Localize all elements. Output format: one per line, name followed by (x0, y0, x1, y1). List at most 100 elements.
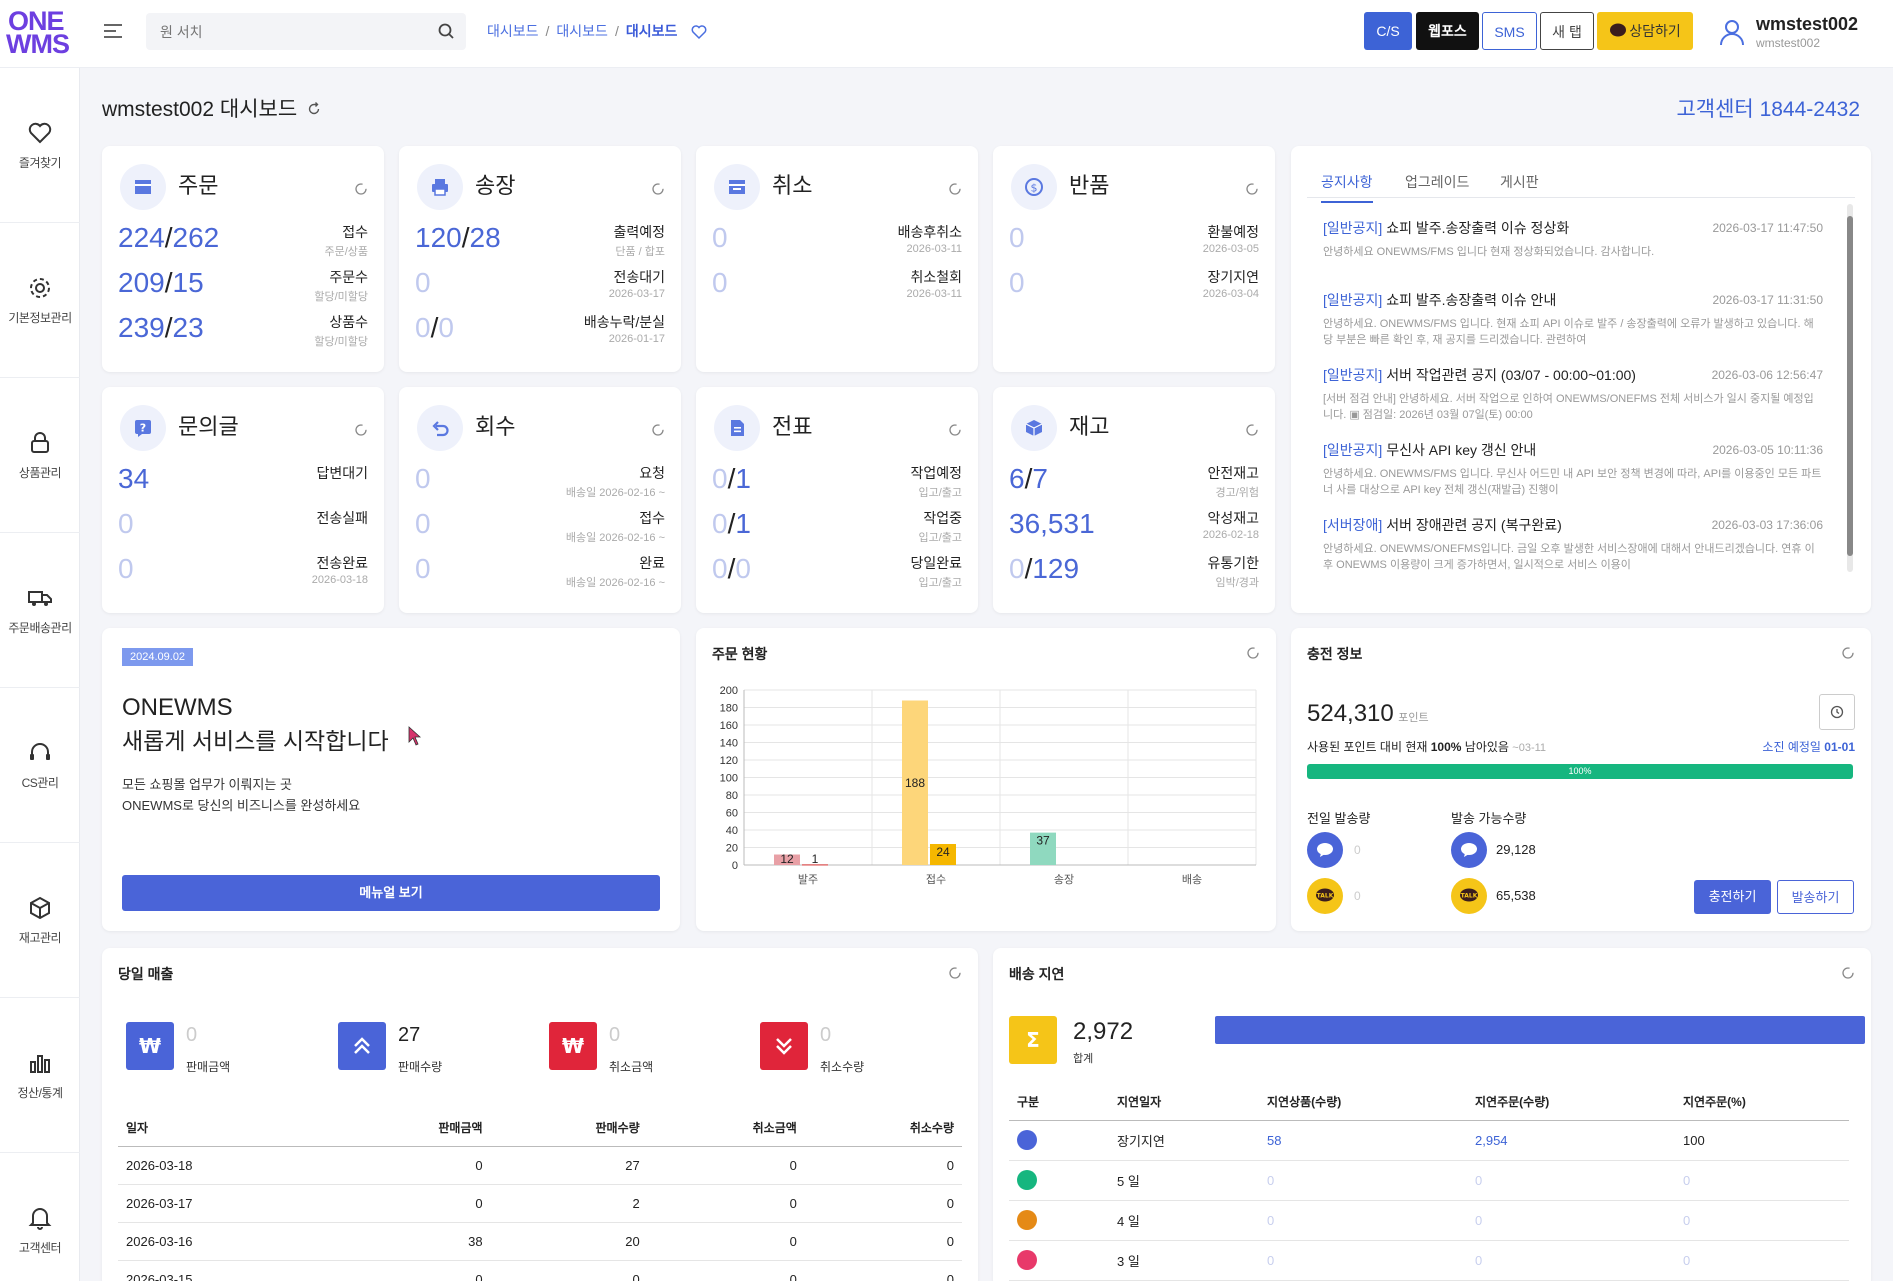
stat-label: 유통기한 (1207, 555, 1259, 571)
cancel-row-withdraw[interactable]: 0 취소철회 2026-03-11 (712, 267, 962, 311)
inquiry-row-failed[interactable]: 0 전송실패 (118, 508, 368, 552)
refresh-icon[interactable] (354, 182, 368, 196)
stat-value: 0 (1009, 222, 1025, 253)
order-icon (120, 164, 166, 210)
refresh-icon[interactable] (651, 423, 665, 437)
stock-row-safety[interactable]: 6/7 안전재고 경고/위험 (1009, 463, 1259, 499)
refresh-icon[interactable] (948, 182, 962, 196)
slip-row-done[interactable]: 0/0 당일완료 입고/출고 (712, 553, 962, 589)
tab-upgrade[interactable]: 업그레이드 (1405, 174, 1470, 190)
cs-button[interactable]: C/S (1364, 12, 1412, 50)
refresh-icon[interactable] (1841, 646, 1855, 660)
breadcrumb-item[interactable]: 대시보드 (487, 23, 539, 39)
stock-row-dead[interactable]: 36,531 악성재고 2026-02-18 (1009, 508, 1259, 552)
invoice-row-missing[interactable]: 0/0 배송누락/분실 2026-01-17 (415, 312, 665, 345)
y-tick-label: 200 (720, 685, 738, 697)
table-cell[interactable]: 58 (1259, 1120, 1467, 1161)
consult-button[interactable]: 상담하기 (1597, 12, 1693, 50)
sidebar-item-orders[interactable]: 주문배송관리 (0, 533, 80, 688)
customer-center-phone[interactable]: 고객센터 1844-2432 (1676, 98, 1860, 121)
refresh-icon[interactable] (651, 182, 665, 196)
refresh-icon[interactable] (1841, 966, 1855, 980)
inquiry-card-title: 문의글 (178, 414, 239, 439)
send-button[interactable]: 발송하기 (1777, 880, 1854, 914)
refresh-icon[interactable] (1245, 423, 1259, 437)
collect-row-request[interactable]: 0 요청 배송일 2026-02-16 ~ (415, 463, 665, 507)
sidebar-item-cs[interactable]: CS관리 (0, 688, 80, 843)
table-row[interactable]: 장기지연 58 2,954 100 (1009, 1120, 1849, 1161)
notice-title: 무신사 API key 갱신 안내 (1386, 442, 1537, 458)
table-row[interactable]: 2026-03-16 38 20 0 0 (118, 1222, 962, 1261)
notice-scrollbar[interactable] (1847, 204, 1853, 572)
inquiry-row-waiting[interactable]: 34 답변대기 (118, 463, 368, 507)
delay-total-label: 합계 (1073, 1053, 1094, 1065)
sidebar-item-favorites[interactable]: 즐겨찾기 (0, 68, 80, 223)
invoice-row-print[interactable]: 120/28 출력예정 단품 / 합포 (415, 222, 665, 258)
notice-item[interactable]: [일반공지] 무신사 API key 갱신 안내 2026-03-05 10:11… (1323, 440, 1823, 498)
notice-title: 쇼피 발주.송장출력 이슈 안내 (1386, 292, 1557, 308)
new-tab-button[interactable]: 새 탭 (1540, 12, 1594, 50)
sms-button[interactable]: SMS (1482, 12, 1537, 50)
inquiry-row-done[interactable]: 0 전송완료 2026-03-18 (118, 553, 368, 597)
menu-toggle-icon[interactable] (104, 24, 122, 38)
order-row-orders[interactable]: 209/15 주문수 할당/미할당 (118, 267, 368, 303)
favorite-heart-icon[interactable] (691, 24, 707, 40)
onewms-logo[interactable]: ONE WMS (6, 8, 70, 58)
collect-row-done[interactable]: 0 완료 배송일 2026-02-16 ~ (415, 553, 665, 597)
collect-row-received[interactable]: 0 접수 배송일 2026-02-16 ~ (415, 508, 665, 552)
charge-desc: 사용된 포인트 대비 현재 100% 남아있음 ~03-11 (1307, 738, 1546, 755)
notice-item[interactable]: [일반공지] 쇼피 발주.송장출력 이슈 정상화 2026-03-17 11:47… (1323, 218, 1823, 276)
tab-board[interactable]: 게시판 (1500, 174, 1539, 190)
refresh-icon[interactable] (354, 423, 368, 437)
search-icon[interactable] (438, 23, 454, 39)
breadcrumb-item[interactable]: 대시보드 (556, 23, 608, 39)
stock-row-expiry[interactable]: 0/129 유통기한 임박/경과 (1009, 553, 1259, 589)
x-tick-label: 발주 (798, 873, 818, 886)
refresh-icon[interactable] (948, 423, 962, 437)
double-down-icon (760, 1022, 808, 1070)
slip-row-working[interactable]: 0/1 작업중 입고/출고 (712, 508, 962, 544)
stat-sub: 배송일 2026-02-16 ~ (565, 487, 665, 499)
order-row-received[interactable]: 224/262 접수 주문/상품 (118, 222, 368, 258)
slip-row-planned[interactable]: 0/1 작업예정 입고/출고 (712, 463, 962, 499)
stat-sub: 할당/미할당 (314, 336, 368, 348)
tab-notice[interactable]: 공지사항 (1321, 172, 1373, 203)
notice-item[interactable]: [일반공지] 서버 작업관련 공지 (03/07 - 00:00~01:00) 2… (1323, 365, 1823, 423)
sidebar-item-stock[interactable]: 재고관리 (0, 843, 80, 998)
table-cell: 5 일 (1109, 1160, 1259, 1201)
table-cell: 장기지연 (1109, 1120, 1259, 1161)
sidebar-item-products[interactable]: 상품관리 (0, 378, 80, 533)
search-input[interactable] (146, 13, 416, 50)
charge-button[interactable]: 충전하기 (1694, 880, 1771, 914)
webforce-button[interactable]: 웹포스 (1416, 12, 1479, 50)
promo-desc-line2: ONEWMS로 당신의 비즈니스를 완성하세요 (122, 798, 361, 813)
table-row[interactable]: 2026-03-15 0 0 0 0 (118, 1260, 962, 1281)
table-row[interactable]: 2026-03-18 0 27 0 0 (118, 1146, 962, 1185)
history-button[interactable] (1819, 694, 1855, 730)
order-status-chart: 0 20 40 60 80 100 120 140 160 180 200 발주 접수 송장 배송 12 1 18… (720, 685, 1257, 886)
table-cell[interactable]: 2,954 (1467, 1120, 1675, 1161)
notice-item[interactable]: [서버장애] 서버 장애관련 공지 (복구완료) 2026-03-03 17:36… (1323, 515, 1823, 573)
refresh-icon[interactable] (1246, 646, 1260, 660)
sidebar-item-stats[interactable]: 정산/통계 (0, 998, 80, 1153)
table-row[interactable]: 2026-03-17 0 2 0 0 (118, 1184, 962, 1223)
sidebar-item-basic-info[interactable]: 기본정보관리 (0, 223, 80, 378)
cancel-icon (714, 164, 760, 210)
notice-item[interactable]: [일반공지] 쇼피 발주.송장출력 이슈 안내 2026-03-17 11:31:… (1323, 290, 1823, 348)
refresh-icon[interactable] (948, 966, 962, 980)
refresh-icon[interactable] (307, 102, 321, 116)
sidebar-item-support[interactable]: 고객센터 (0, 1153, 80, 1281)
table-cell: 27 (490, 1146, 648, 1185)
refresh-icon[interactable] (1245, 182, 1259, 196)
lock-icon (31, 432, 49, 453)
invoice-row-waiting[interactable]: 0 전송대기 2026-03-17 (415, 267, 665, 311)
cancel-row-after-ship[interactable]: 0 배송후취소 2026-03-11 (712, 222, 962, 266)
return-row-delay[interactable]: 0 장기지연 2026-03-04 (1009, 267, 1259, 311)
sidebar-item-label: 상품관리 (18, 466, 62, 480)
order-row-products[interactable]: 239/23 상품수 할당/미할당 (118, 312, 368, 348)
return-row-refund[interactable]: 0 환불예정 2026-03-05 (1009, 222, 1259, 266)
manual-button[interactable]: 메뉴얼 보기 (122, 875, 660, 911)
